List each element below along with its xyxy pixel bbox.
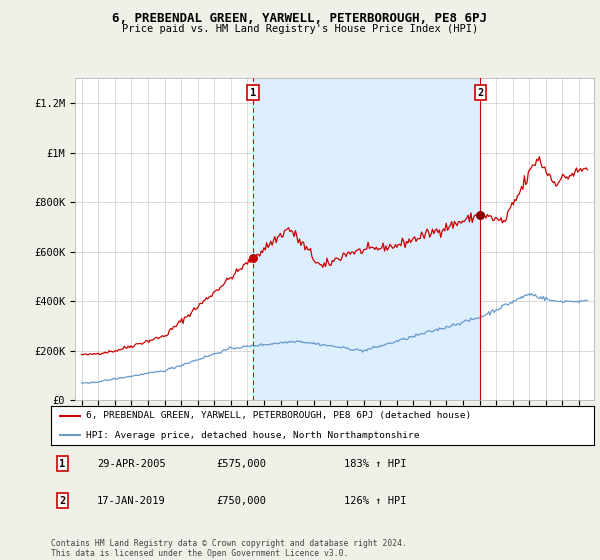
Text: 1: 1 [59, 459, 65, 469]
Text: 17-JAN-2019: 17-JAN-2019 [97, 496, 166, 506]
Bar [253, 78, 481, 400]
Text: 6, PREBENDAL GREEN, YARWELL, PETERBOROUGH, PE8 6PJ (detached house): 6, PREBENDAL GREEN, YARWELL, PETERBOROUG… [86, 411, 472, 421]
Text: HPI: Average price, detached house, North Northamptonshire: HPI: Average price, detached house, Nort… [86, 431, 420, 440]
Text: 29-APR-2005: 29-APR-2005 [97, 459, 166, 469]
Text: 126% ↑ HPI: 126% ↑ HPI [344, 496, 407, 506]
Text: £575,000: £575,000 [217, 459, 266, 469]
Text: £750,000: £750,000 [217, 496, 266, 506]
Text: 183% ↑ HPI: 183% ↑ HPI [344, 459, 407, 469]
Text: 2: 2 [477, 88, 484, 98]
Text: 6, PREBENDAL GREEN, YARWELL, PETERBOROUGH, PE8 6PJ: 6, PREBENDAL GREEN, YARWELL, PETERBOROUG… [113, 12, 487, 25]
Point [476, 210, 485, 219]
Text: Price paid vs. HM Land Registry's House Price Index (HPI): Price paid vs. HM Land Registry's House … [122, 24, 478, 34]
Text: Contains HM Land Registry data © Crown copyright and database right 2024.
This d: Contains HM Land Registry data © Crown c… [51, 539, 407, 558]
Text: 2: 2 [59, 496, 65, 506]
Text: 1: 1 [250, 88, 256, 98]
Point [248, 254, 258, 263]
